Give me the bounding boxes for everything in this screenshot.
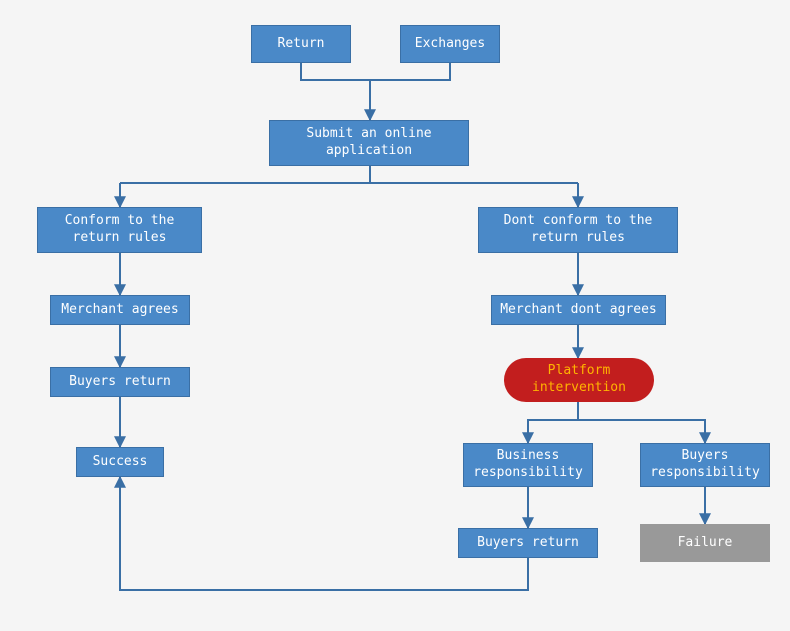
- edge-split2-bizresp: [528, 420, 578, 443]
- node-magree: Merchant agrees: [50, 295, 190, 325]
- edge-return-merge1: [301, 63, 370, 80]
- node-nonconform: Dont conform to the return rules: [478, 207, 678, 253]
- edge-exchanges-merge1: [370, 63, 450, 80]
- node-exchanges: Exchanges: [400, 25, 500, 63]
- node-failure: Failure: [640, 524, 770, 562]
- node-bizresp: Business responsibility: [463, 443, 593, 487]
- node-return: Return: [251, 25, 351, 63]
- node-conform: Conform to the return rules: [37, 207, 202, 253]
- node-platform: Platform intervention: [504, 358, 654, 402]
- node-success: Success: [76, 447, 164, 477]
- node-breturn1: Buyers return: [50, 367, 190, 397]
- edge-submit-split1R: [370, 166, 578, 183]
- node-submit: Submit an online application: [269, 120, 469, 166]
- node-breturn2: Buyers return: [458, 528, 598, 558]
- edge-submit-split1L: [120, 166, 370, 183]
- edge-split2-buyresp: [578, 420, 705, 443]
- node-buyresp: Buyers responsibility: [640, 443, 770, 487]
- node-mdisagree: Merchant dont agrees: [491, 295, 666, 325]
